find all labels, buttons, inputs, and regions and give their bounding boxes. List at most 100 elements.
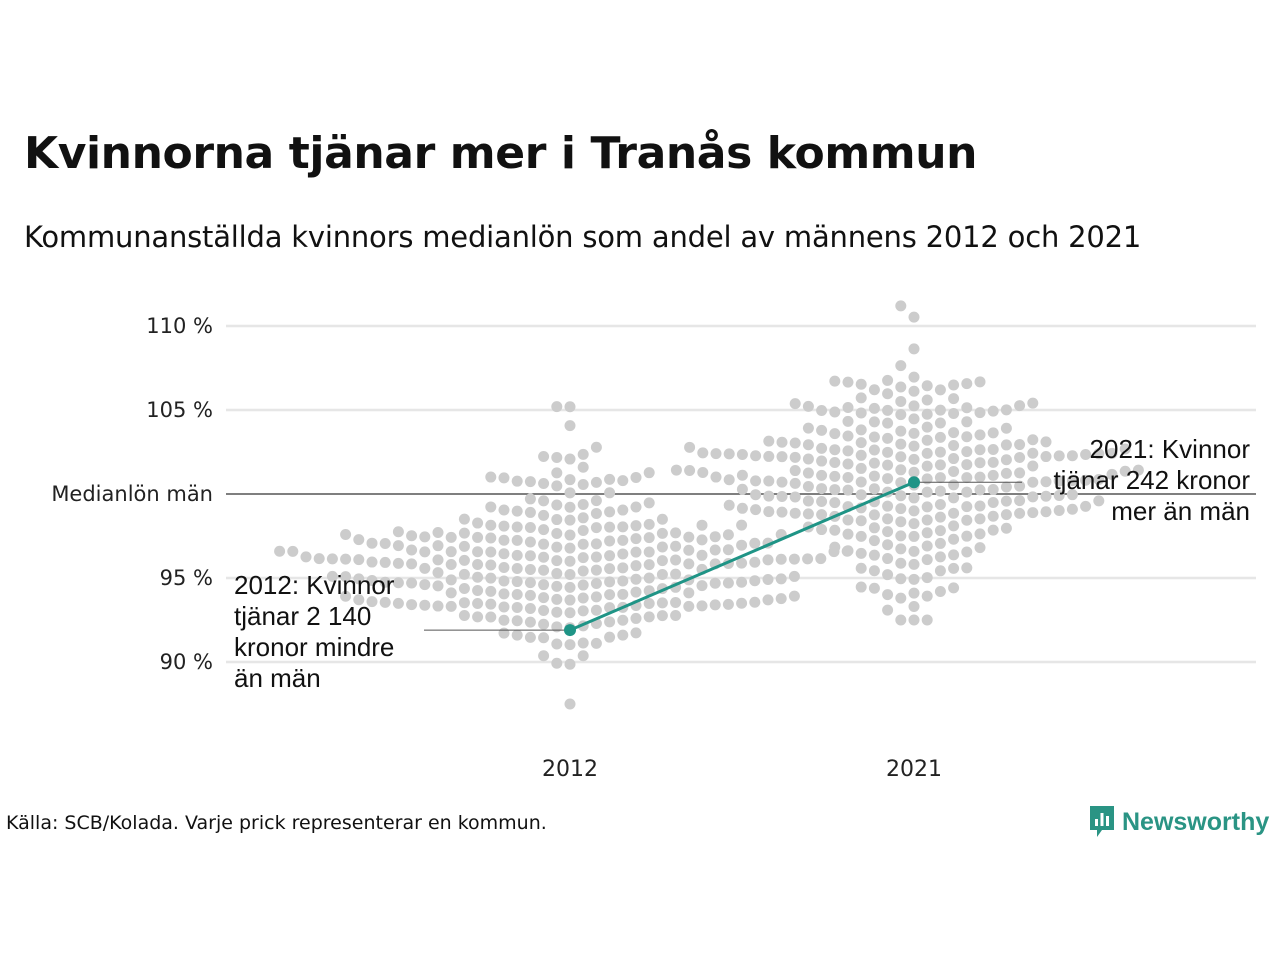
municipality-dot <box>789 507 801 519</box>
municipality-dot <box>577 479 589 491</box>
municipality-dot <box>842 376 854 388</box>
municipality-dot <box>630 627 642 639</box>
x-axis-ticks: 2012 2021 <box>542 757 942 782</box>
municipality-dot <box>458 610 470 622</box>
municipality-dot <box>1027 397 1039 409</box>
municipality-dot <box>551 401 563 413</box>
municipality-dot <box>802 481 814 493</box>
municipality-dot <box>577 579 589 591</box>
municipality-dot <box>1053 450 1065 462</box>
municipality-dot <box>895 451 907 463</box>
municipality-dot <box>300 551 312 563</box>
municipality-dot <box>855 489 867 501</box>
municipality-dot <box>802 422 814 434</box>
municipality-dot <box>829 524 841 536</box>
municipality-dot <box>511 505 523 517</box>
municipality-dot <box>590 495 602 507</box>
municipality-dot <box>882 432 894 444</box>
municipality-dot <box>1014 480 1026 492</box>
municipality-dot <box>617 548 629 560</box>
municipality-dot <box>577 592 589 604</box>
municipality-dot <box>882 404 894 416</box>
municipality-dot <box>458 583 470 595</box>
municipality-dot <box>934 485 946 497</box>
municipality-dot <box>656 541 668 553</box>
municipality-dot <box>340 528 352 540</box>
municipality-dot <box>551 568 563 580</box>
municipality-dot <box>974 484 986 496</box>
municipality-dot <box>1027 447 1039 459</box>
municipality-dot <box>1000 404 1012 416</box>
municipality-dot <box>987 497 999 509</box>
municipality-dot <box>551 499 563 511</box>
municipality-dot <box>921 447 933 459</box>
municipality-dot <box>472 585 484 597</box>
municipality-dot <box>908 466 920 478</box>
municipality-dot <box>498 520 510 532</box>
municipality-dot <box>498 472 510 484</box>
municipality-dot <box>551 467 563 479</box>
municipality-dot <box>816 424 828 436</box>
municipality-dot <box>855 581 867 593</box>
municipality-dot <box>895 464 907 476</box>
municipality-dot <box>868 444 880 456</box>
municipality-dot <box>987 443 999 455</box>
municipality-dot <box>551 657 563 669</box>
municipality-dot <box>882 553 894 565</box>
municipality-dot <box>842 471 854 483</box>
municipality-dot <box>921 460 933 472</box>
municipality-dot <box>829 484 841 496</box>
municipality-dot <box>1119 443 1131 455</box>
municipality-dot <box>670 464 682 476</box>
municipality-dot <box>551 638 563 650</box>
municipality-dot <box>551 480 563 492</box>
municipality-dot <box>934 404 946 416</box>
municipality-dot <box>1040 490 1052 502</box>
municipality-dot <box>776 436 788 448</box>
municipality-dot <box>974 457 986 469</box>
municipality-dot <box>934 431 946 443</box>
municipality-dot <box>908 614 920 626</box>
municipality-dot <box>656 597 668 609</box>
municipality-dot <box>1080 500 1092 512</box>
municipality-dot <box>498 548 510 560</box>
municipality-dot <box>749 537 761 549</box>
municipality-dot <box>564 568 576 580</box>
highlight-line <box>569 480 915 632</box>
municipality-dot <box>1014 495 1026 507</box>
municipality-dot <box>974 513 986 525</box>
municipality-dot <box>472 611 484 623</box>
municipality-dot <box>882 513 894 525</box>
municipality-dot <box>604 576 616 588</box>
municipality-dot <box>617 614 629 626</box>
municipality-dot <box>643 467 655 479</box>
municipality-dot <box>842 445 854 457</box>
municipality-dot <box>908 492 920 504</box>
municipality-dot <box>604 589 616 601</box>
highlight-point <box>564 624 576 637</box>
municipality-dot <box>722 577 734 589</box>
municipality-dot <box>987 405 999 417</box>
municipality-dot <box>485 501 497 513</box>
municipality-dot <box>432 600 444 612</box>
annotation-line: tjänar 2 140 <box>234 601 371 631</box>
municipality-dot <box>538 632 550 644</box>
municipality-dot <box>406 530 418 542</box>
municipality-dot <box>974 471 986 483</box>
municipality-dot <box>419 531 431 543</box>
municipality-dot <box>590 591 602 603</box>
municipality-dot <box>696 580 708 592</box>
municipality-dot <box>842 401 854 413</box>
municipality-dot <box>895 573 907 585</box>
municipality-dot <box>775 553 787 565</box>
municipality-dot <box>564 555 576 567</box>
municipality-dot <box>842 545 854 557</box>
municipality-dot <box>816 483 828 495</box>
municipality-dot <box>736 597 748 609</box>
municipality-dot <box>868 384 880 396</box>
municipality-dot <box>524 564 536 576</box>
municipality-dot <box>776 476 788 488</box>
municipality-dot <box>577 448 589 460</box>
municipality-dot <box>802 467 814 479</box>
municipality-dot <box>617 475 629 487</box>
